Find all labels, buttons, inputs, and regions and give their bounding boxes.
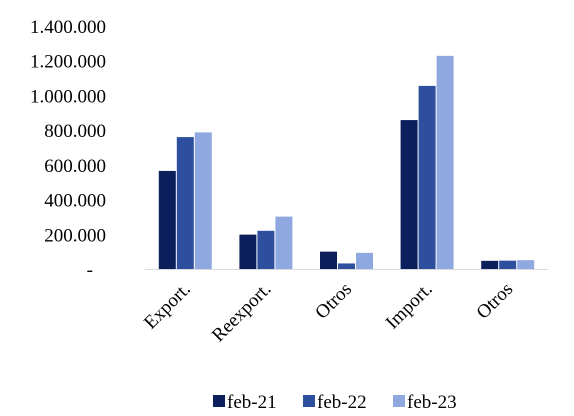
y-tick-label: 800.000 xyxy=(44,121,106,142)
x-tick-label: Otros xyxy=(473,279,518,324)
y-tick-label: 1.000.000 xyxy=(30,86,106,107)
y-tick-label: 600.000 xyxy=(44,156,106,177)
bar-feb-23-4 xyxy=(436,55,454,270)
legend: feb-21 feb-22 feb-23 xyxy=(213,392,457,413)
y-tick-label: 1.400.000 xyxy=(30,17,106,38)
bar-feb-22-3 xyxy=(338,263,355,269)
bars xyxy=(158,55,535,270)
x-tick-label: Otros xyxy=(311,279,356,324)
bar-feb-23-5 xyxy=(517,260,535,269)
bar-feb-22-2 xyxy=(257,230,275,269)
x-tick-label: Import. xyxy=(382,279,437,334)
bar-feb-22-1 xyxy=(176,137,194,269)
bar-feb-22-4 xyxy=(418,85,436,269)
y-axis-ticks: - 200.000 400.000 600.000 800.000 1.000.000 1.… xyxy=(30,17,106,281)
x-tick-label: Reexport. xyxy=(208,279,275,346)
legend-label: feb-23 xyxy=(407,392,457,413)
bar-feb-21-2 xyxy=(239,234,257,269)
bar-feb-21-5 xyxy=(481,260,499,269)
bar-feb-21-1 xyxy=(158,170,176,269)
y-tick-label: 1.200.000 xyxy=(30,52,106,73)
legend-swatch-feb-21 xyxy=(213,395,225,407)
y-tick-label: - xyxy=(87,260,93,281)
x-tick-label: Export. xyxy=(140,279,195,334)
legend-label: feb-21 xyxy=(227,392,277,413)
y-tick-label: 200.000 xyxy=(44,225,106,246)
bar-feb-23-1 xyxy=(194,132,212,269)
bar-feb-21-3 xyxy=(320,251,337,269)
legend-label: feb-22 xyxy=(317,392,367,413)
legend-swatch-feb-23 xyxy=(393,395,405,407)
bar-feb-21-4 xyxy=(400,120,418,269)
bar-feb-22-5 xyxy=(499,260,517,269)
bar-feb-23-2 xyxy=(275,216,293,269)
x-axis-ticks: Export. Reexport. Otros Import. Otros xyxy=(140,279,517,346)
bar-feb-23-3 xyxy=(356,252,373,269)
y-tick-label: 400.000 xyxy=(44,191,106,212)
legend-swatch-feb-22 xyxy=(303,395,315,407)
